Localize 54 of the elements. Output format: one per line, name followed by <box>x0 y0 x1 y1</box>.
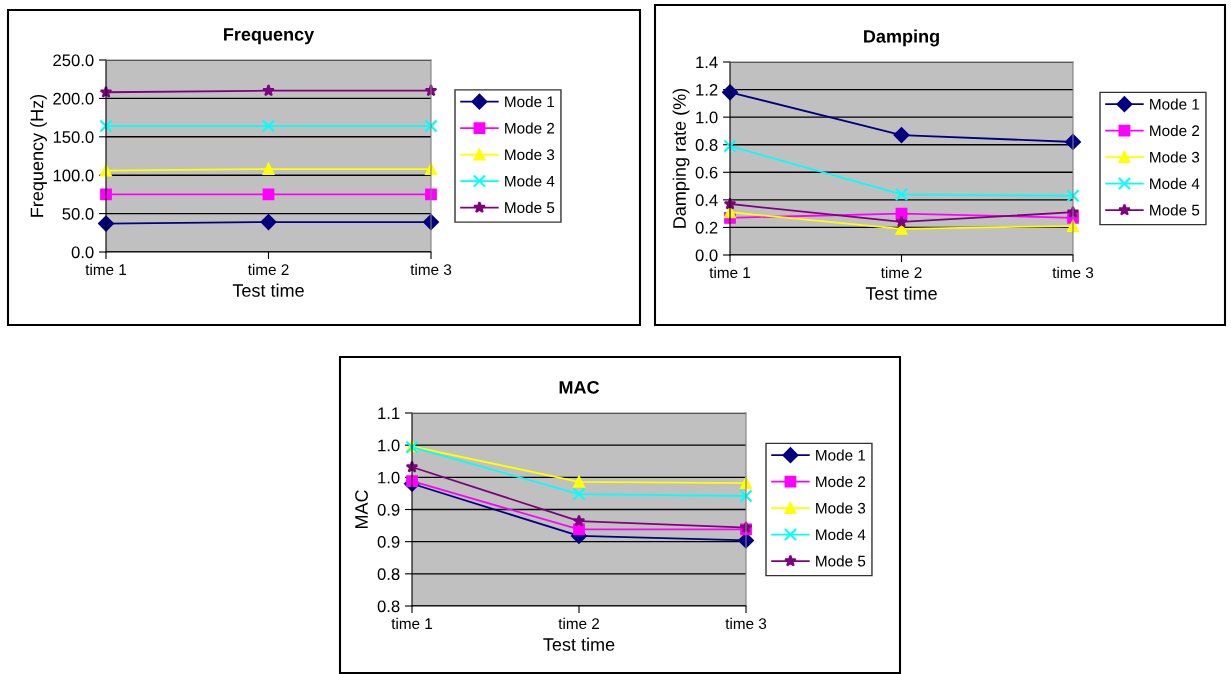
y-tick-label: 0.6 <box>695 166 718 179</box>
x-tick-label: time 3 <box>410 263 452 276</box>
y-tick-label: 1.0 <box>378 439 400 452</box>
y-tick-label: 0.2 <box>695 221 718 234</box>
y-axis-title: Damping rate (%) <box>672 88 690 228</box>
legend-label: Mode 5 <box>1150 204 1200 216</box>
legend-label: Mode 4 <box>816 528 866 541</box>
legend-label: Mode 1 <box>505 95 555 108</box>
x-tick-label: time 1 <box>85 263 127 276</box>
y-axis-title: Frequency (Hz) <box>30 94 47 217</box>
x-tick-label: time 3 <box>725 617 767 630</box>
y-tick-label: 1.0 <box>378 471 400 484</box>
y-tick-label: 1.0 <box>696 111 718 124</box>
y-tick-label: 0.4 <box>695 194 718 207</box>
chart-title: Damping <box>864 29 939 47</box>
legend-label: Mode 2 <box>505 122 555 134</box>
legend-label: Mode 1 <box>1150 98 1200 110</box>
y-tick-label: 0.8 <box>695 139 718 151</box>
y-tick-label: 1.2 <box>696 83 718 96</box>
y-tick-label: 0.0 <box>71 246 94 259</box>
y-tick-label: 250.0 <box>53 54 94 67</box>
x-tick-label: time 2 <box>558 617 600 630</box>
y-tick-label: 200.0 <box>53 92 94 105</box>
x-axis-title: Test time <box>543 637 615 651</box>
legend-label: Mode 4 <box>505 175 555 187</box>
chart-title: MAC <box>559 380 600 394</box>
x-axis-title: Test time <box>865 286 937 300</box>
legend-label: Mode 5 <box>505 201 555 214</box>
x-tick-label: time 2 <box>247 263 289 276</box>
chart-title: Frequency <box>224 28 315 45</box>
legend-label: Mode 3 <box>505 148 555 161</box>
y-tick-label: 0.0 <box>695 249 718 262</box>
legend-label: Mode 3 <box>816 502 866 514</box>
y-tick-label: 100.0 <box>53 169 94 182</box>
legend-label: Mode 2 <box>816 475 866 488</box>
x-tick-label: time 1 <box>709 266 751 279</box>
legend-label: Mode 2 <box>1150 124 1200 137</box>
x-axis-title: Test time <box>232 283 304 297</box>
y-tick-label: 150.0 <box>53 131 94 143</box>
y-tick-label: 0.8 <box>377 568 400 581</box>
y-tick-label: 0.9 <box>377 536 400 548</box>
legend-label: Mode 4 <box>1150 177 1200 190</box>
y-tick-label: 1.1 <box>378 407 400 420</box>
y-tick-label: 0.8 <box>377 600 400 613</box>
legend-label: Mode 1 <box>816 449 866 461</box>
legend-label: Mode 3 <box>1150 151 1200 163</box>
x-tick-label: time 3 <box>1052 266 1094 279</box>
y-tick-label: 1.4 <box>696 56 718 69</box>
legend-label: Mode 5 <box>816 555 866 567</box>
y-tick-label: 50.0 <box>62 208 94 220</box>
x-tick-label: time 2 <box>880 266 922 279</box>
x-tick-label: time 1 <box>391 617 433 630</box>
y-tick-label: 0.9 <box>377 503 400 516</box>
y-axis-title: MAC <box>355 490 368 529</box>
